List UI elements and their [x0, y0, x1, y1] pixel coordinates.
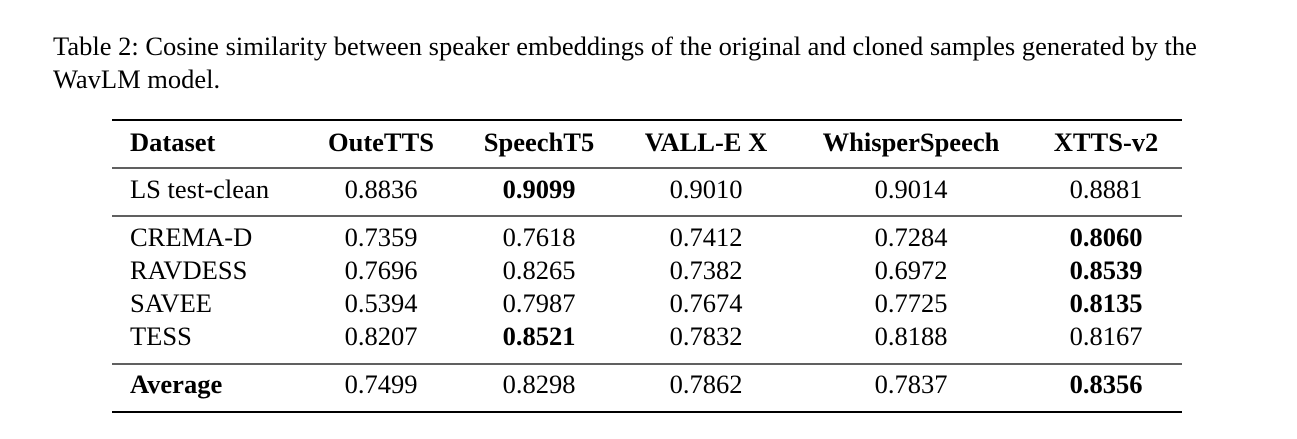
row-label: CREMA-D [130, 222, 252, 252]
table-cell: 0.7832 [670, 321, 743, 351]
table-cell: 0.8356 [1070, 369, 1143, 399]
table-cell: 0.7618 [503, 222, 576, 252]
table-cell: 0.9010 [670, 174, 743, 204]
column-header: WhisperSpeech [823, 127, 1000, 157]
table-cell: 0.7359 [345, 222, 418, 252]
row-label: LS test-clean [130, 174, 269, 204]
table-cell: 0.7674 [670, 288, 743, 318]
table-cell: 0.7837 [875, 369, 948, 399]
table-cell: 0.7284 [875, 222, 948, 252]
table-cell: 0.8298 [503, 369, 576, 399]
table-cell: 0.6972 [875, 255, 948, 285]
table-cell: 0.8521 [503, 321, 576, 351]
table-cell: 0.8265 [503, 255, 576, 285]
table-cell: 0.8135 [1070, 288, 1143, 318]
table-cell: 0.8188 [875, 321, 948, 351]
table-caption: Table 2: Cosine similarity between speak… [53, 31, 1197, 94]
column-header: XTTS-v2 [1054, 127, 1159, 157]
table-cell: 0.7862 [670, 369, 743, 399]
table-cell: 0.9099 [503, 174, 576, 204]
table-cell: 0.8539 [1070, 255, 1143, 285]
table-cell: 0.8060 [1070, 222, 1143, 252]
table-cell: 0.7412 [670, 222, 743, 252]
row-label: Average [130, 369, 222, 399]
table-cell: 0.7499 [345, 369, 418, 399]
row-label: TESS [130, 321, 192, 351]
row-label: SAVEE [130, 288, 212, 318]
table-cell: 0.8167 [1070, 321, 1143, 351]
table-cell: 0.7696 [345, 255, 418, 285]
table-cell: 0.9014 [875, 174, 948, 204]
column-header: OuteTTS [328, 127, 434, 157]
table-cell: 0.7725 [875, 288, 948, 318]
table-cell: 0.8836 [345, 174, 418, 204]
column-header: Dataset [130, 127, 216, 157]
table-cell: 0.7382 [670, 255, 743, 285]
table-cell: 0.8881 [1070, 174, 1143, 204]
table-cell: 0.7987 [503, 288, 576, 318]
column-header: VALL-E X [645, 127, 767, 157]
column-header: SpeechT5 [484, 127, 594, 157]
table-cell: 0.8207 [345, 321, 418, 351]
row-label: RAVDESS [130, 255, 247, 285]
table-cell: 0.5394 [345, 288, 418, 318]
